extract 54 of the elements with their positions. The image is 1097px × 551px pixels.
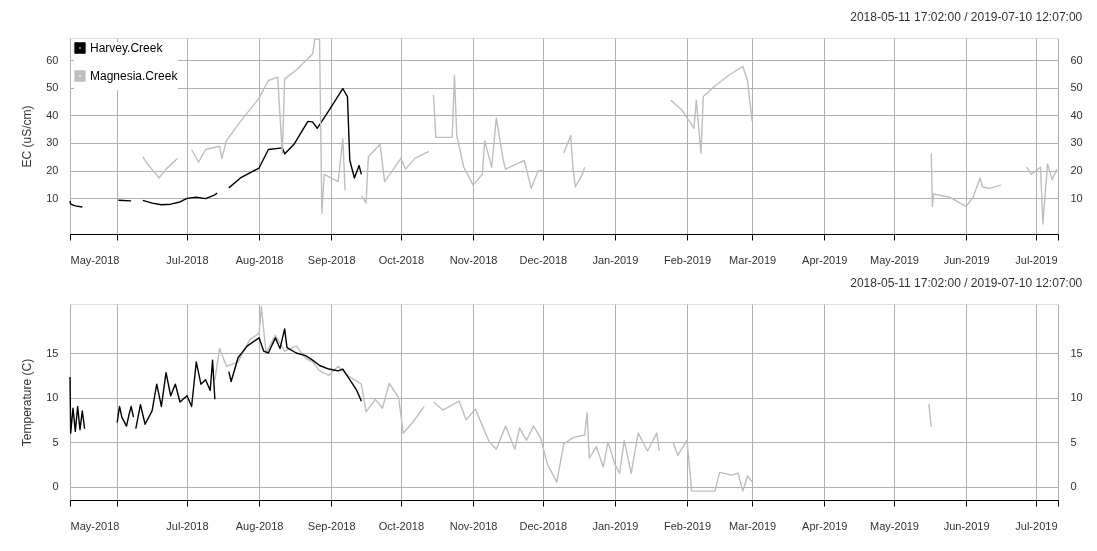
y2-tick-label: 30 [1070,136,1083,149]
chart-title: 2018-05-11 17:02:00 / 2019-07-10 12:07:00 [850,276,1083,290]
x-tick-label: Jan-2019 [592,519,639,532]
chart-title: 2018-05-11 17:02:00 / 2019-07-10 12:07:00 [850,10,1083,24]
x-tick-label: May-2018 [70,519,120,532]
x-tick-label: Jun-2019 [943,519,990,532]
x-tick-label: Apr-2019 [802,253,848,266]
y2-tick-label: 5 [1070,435,1077,448]
x-tick-label: Jun-2019 [943,253,990,266]
y2-tick-label: 60 [1070,53,1083,66]
x-tick-label: Nov-2018 [449,519,498,532]
y-tick-label: 15 [46,346,59,359]
y-tick-label: 40 [46,108,59,121]
y-tick-label: 0 [52,480,59,493]
x-tick-label: Jul-2018 [166,253,209,266]
x-tick-label: Oct-2018 [378,253,425,266]
x-tick-label: Feb-2019 [663,519,712,532]
y2-tick-label: 40 [1070,108,1083,121]
x-tick-label: Jul-2019 [1015,253,1058,266]
x-tick-label: Apr-2019 [802,519,848,532]
y-tick-label: 5 [52,435,59,448]
x-tick-label: Mar-2019 [729,253,777,266]
y-tick-label: 60 [46,53,59,66]
legend-label: Magnesia.Creek [90,69,179,83]
x-tick-label: Aug-2018 [235,253,284,266]
x-tick-label: Aug-2018 [235,519,284,532]
x-tick-label: May-2019 [870,519,919,532]
x-tick-label: Jul-2019 [1015,519,1058,532]
x-tick-label: Feb-2019 [663,253,712,266]
x-tick-label: Jan-2019 [592,253,639,266]
y-tick-label: 10 [46,191,59,204]
x-tick-label: Sep-2018 [307,253,356,266]
x-tick-label: Dec-2018 [519,253,568,266]
y2-tick-label: 20 [1070,164,1083,177]
y2-tick-label: 50 [1070,81,1083,94]
y2-tick-label: 0 [1070,480,1077,493]
x-tick-label: Sep-2018 [307,519,356,532]
x-tick-label: Nov-2018 [449,253,498,266]
y-tick-label: 50 [46,81,59,94]
y-axis-title: EC (uS/cm) [20,105,35,168]
x-tick-label: Oct-2018 [378,519,425,532]
y2-tick-label: 10 [1070,391,1083,404]
x-tick-label: Jul-2018 [166,519,209,532]
x-tick-label: Mar-2019 [729,519,777,532]
y2-tick-label: 10 [1070,191,1083,204]
y-axis-title: Temperature (C) [20,358,35,447]
x-tick-label: May-2018 [70,253,120,266]
y2-tick-label: 15 [1070,346,1083,359]
x-tick-label: Dec-2018 [519,519,568,532]
legend-label: Harvey.Creek [90,41,164,55]
x-tick-label: May-2019 [870,253,919,266]
y-tick-label: 30 [46,136,59,149]
y-tick-label: 10 [46,391,59,404]
y-tick-label: 20 [46,164,59,177]
